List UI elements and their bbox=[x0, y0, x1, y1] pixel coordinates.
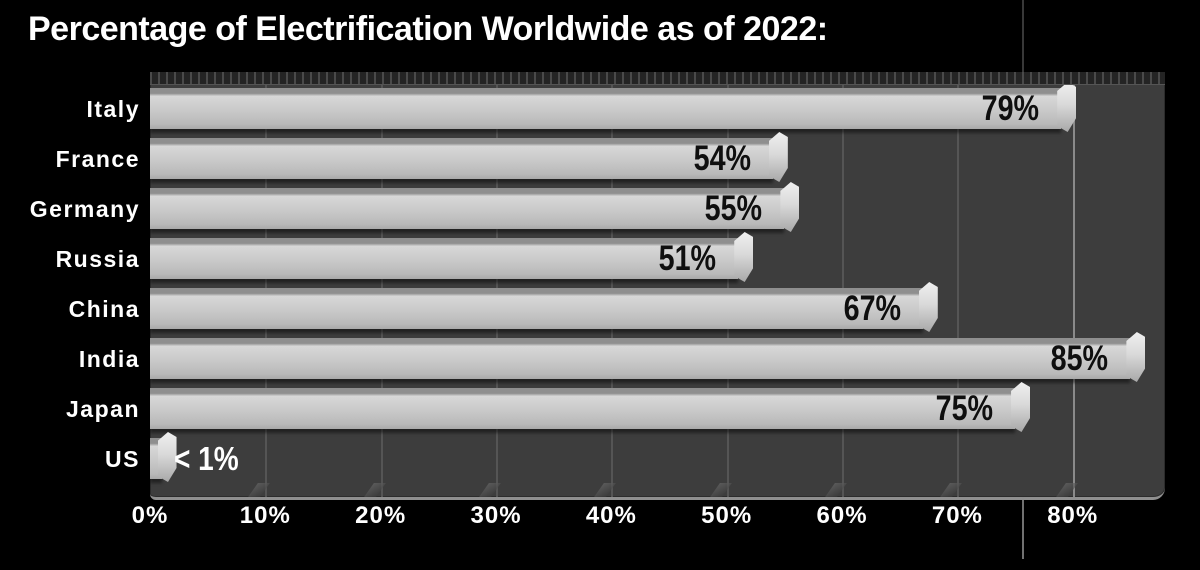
chart-title: Percentage of Electrification Worldwide … bbox=[28, 10, 828, 48]
x-axis-tick-label: 60% bbox=[816, 502, 868, 529]
category-label: France bbox=[55, 145, 140, 172]
bar-value-label: 85% bbox=[150, 334, 1130, 384]
bar-row: 67% bbox=[150, 284, 1165, 334]
bar-value-label: 67% bbox=[150, 284, 923, 334]
bar-value-label: 54% bbox=[150, 134, 773, 184]
gridline-60 bbox=[842, 72, 845, 497]
category-label: Russia bbox=[55, 245, 140, 272]
x-axis-tick-label: 20% bbox=[355, 502, 407, 529]
category-label: US bbox=[105, 445, 140, 472]
bar-china bbox=[150, 288, 923, 329]
bar-russia bbox=[150, 238, 739, 279]
x-axis-tick-label: 80% bbox=[1047, 502, 1099, 529]
x-axis-tick-label: 40% bbox=[585, 502, 637, 529]
gridline-20 bbox=[380, 72, 383, 497]
bar-france bbox=[150, 138, 773, 179]
gridline-70 bbox=[957, 72, 960, 497]
bar-value-text: 79% bbox=[981, 89, 1040, 128]
bar-row: < 1% bbox=[150, 434, 1165, 484]
bar-row: 54% bbox=[150, 134, 1165, 184]
bar-value-text: 55% bbox=[704, 189, 763, 228]
bar-value-label: 79% bbox=[150, 84, 1061, 134]
category-label: Japan bbox=[66, 395, 140, 422]
gridline-80 bbox=[1072, 72, 1075, 497]
bar-value-label: < 1% bbox=[174, 434, 250, 484]
bar-value-text: 75% bbox=[935, 389, 994, 428]
bar-value-text: 67% bbox=[843, 289, 901, 328]
category-labels: Italy France Germany Russia China India Japan U… bbox=[0, 84, 140, 484]
category-label: Italy bbox=[86, 95, 140, 122]
bar-value-label: 75% bbox=[150, 384, 1015, 434]
bar-row: 51% bbox=[150, 234, 1165, 284]
bar-value-label: 55% bbox=[150, 184, 784, 234]
bar-india bbox=[150, 338, 1131, 379]
bar-row: 55% bbox=[150, 184, 1165, 234]
bar-row: 79% bbox=[150, 84, 1165, 134]
bar-value-text: < 1% bbox=[173, 440, 239, 477]
vertical-seam-top bbox=[1022, 0, 1024, 72]
bar-row: 85% bbox=[150, 334, 1165, 384]
bar-italy bbox=[150, 88, 1062, 129]
gridline-30 bbox=[496, 72, 499, 497]
bar-value-text: 85% bbox=[1050, 339, 1109, 378]
gridline-10 bbox=[265, 72, 268, 497]
gridline-50 bbox=[726, 72, 729, 497]
x-axis-tick-label: 30% bbox=[470, 502, 522, 529]
bar-germany bbox=[150, 188, 785, 229]
bar-value-text: 51% bbox=[658, 239, 717, 278]
bar-japan bbox=[150, 388, 1016, 429]
plot-top-edge bbox=[150, 72, 1165, 85]
bar-rows: 79% 54% 55% 51% 67% 85% 75% < 1% bbox=[150, 84, 1165, 484]
bar-row: 75% bbox=[150, 384, 1165, 434]
gridline-40 bbox=[611, 72, 614, 497]
x-axis-tick-label: 0% bbox=[131, 502, 169, 529]
bar-us bbox=[150, 438, 162, 479]
bar-value-label: 51% bbox=[150, 234, 738, 284]
x-axis-tick-label: 50% bbox=[701, 502, 753, 529]
x-axis-tick-label: 10% bbox=[239, 502, 291, 529]
bar-value-text: 54% bbox=[693, 139, 751, 178]
gridlines-layer bbox=[150, 72, 1165, 497]
category-label: India bbox=[78, 345, 140, 372]
vertical-seam-bottom bbox=[1022, 497, 1024, 559]
x-axis: 0% 10% 20% 30% 40% 50% 60% 70% 80% bbox=[132, 502, 1165, 540]
category-label: Germany bbox=[29, 195, 140, 222]
x-axis-tick-label: 70% bbox=[931, 502, 983, 529]
plot-area: 79% 54% 55% 51% 67% 85% 75% < 1% bbox=[150, 72, 1165, 500]
category-label: China bbox=[68, 295, 140, 322]
